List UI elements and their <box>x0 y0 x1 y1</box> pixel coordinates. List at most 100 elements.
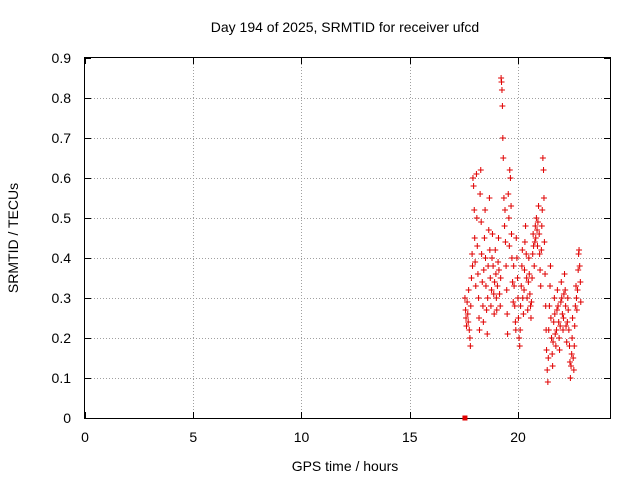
data-point <box>563 323 570 329</box>
data-point <box>489 231 496 237</box>
data-point <box>489 255 496 261</box>
data-point <box>560 291 567 297</box>
data-point <box>528 299 535 305</box>
data-point <box>508 231 515 237</box>
data-point <box>465 287 472 293</box>
data-point <box>544 367 551 373</box>
data-point <box>547 263 554 269</box>
chart-title: Day 194 of 2025, SRMTID for receiver ufc… <box>211 19 479 35</box>
y-tick-label: 0.4 <box>52 250 72 266</box>
data-point <box>506 167 513 173</box>
data-point <box>536 231 543 237</box>
data-point <box>523 275 530 281</box>
data-point <box>509 279 516 285</box>
data-point <box>516 343 523 349</box>
data-point <box>511 303 518 309</box>
grid-lines <box>85 58 610 418</box>
data-point <box>552 331 559 337</box>
data-point <box>571 343 578 349</box>
data-point <box>507 175 514 181</box>
data-point <box>570 355 577 361</box>
data-point <box>462 307 469 313</box>
data-point <box>562 303 569 309</box>
data-point <box>568 351 575 357</box>
data-point <box>525 279 532 285</box>
x-axis-label: GPS time / hours <box>292 458 399 474</box>
data-point <box>499 135 506 141</box>
data-point <box>577 299 584 305</box>
data-point <box>491 279 498 285</box>
data-point <box>522 223 529 229</box>
data-point <box>510 263 517 269</box>
data-point <box>467 343 474 349</box>
data-point <box>472 259 479 265</box>
data-point <box>521 239 528 245</box>
data-point <box>512 319 519 325</box>
data-point <box>534 219 541 225</box>
data-point <box>473 171 480 177</box>
data-point <box>569 335 576 341</box>
data-point <box>551 311 558 317</box>
data-point <box>510 299 517 305</box>
y-tick-label: 0.9 <box>52 50 72 66</box>
data-point <box>492 247 499 253</box>
data-point <box>466 327 473 333</box>
y-tick-label: 0.8 <box>52 90 72 106</box>
data-point <box>560 315 567 321</box>
data-point <box>492 271 499 277</box>
data-point <box>576 263 583 269</box>
x-tick-label: 5 <box>189 429 197 445</box>
data-point <box>472 283 479 289</box>
data-point <box>469 175 476 181</box>
data-point <box>499 103 506 109</box>
data-point <box>500 155 507 161</box>
data-point <box>526 291 533 297</box>
data-point <box>485 227 492 233</box>
data-point <box>477 191 484 197</box>
data-point <box>564 295 571 301</box>
data-point <box>495 235 502 241</box>
axis-ticks <box>85 58 610 419</box>
data-point <box>482 283 489 289</box>
data-point <box>529 251 536 257</box>
data-point <box>550 339 557 345</box>
data-point <box>497 303 504 309</box>
data-point <box>467 303 474 309</box>
y-tick-label: 0.2 <box>52 330 72 346</box>
data-point <box>463 323 470 329</box>
data-point <box>469 263 476 269</box>
data-point <box>531 263 538 269</box>
data-point <box>514 275 521 281</box>
data-point <box>505 215 512 221</box>
data-point <box>531 239 538 245</box>
data-point <box>535 203 542 209</box>
x-tick-label: 10 <box>294 429 310 445</box>
data-point <box>549 351 556 357</box>
data-point <box>505 191 512 197</box>
data-point <box>573 283 580 289</box>
data-point <box>540 195 547 201</box>
data-points <box>461 75 584 385</box>
data-point <box>521 267 528 273</box>
data-point <box>565 307 572 313</box>
data-point <box>482 255 489 261</box>
data-point <box>488 287 495 293</box>
y-tick-label: 0.7 <box>52 130 72 146</box>
data-point <box>561 271 568 277</box>
data-point <box>513 235 520 241</box>
data-point <box>474 243 481 249</box>
data-point <box>508 203 515 209</box>
data-point <box>478 219 485 225</box>
y-tick-label: 0.3 <box>52 290 72 306</box>
data-point <box>503 287 510 293</box>
data-point <box>482 207 489 213</box>
data-point <box>516 335 523 341</box>
data-point <box>469 251 476 257</box>
data-point <box>480 319 487 325</box>
data-point <box>538 247 545 253</box>
data-point <box>504 331 511 337</box>
data-point <box>517 303 524 309</box>
data-point <box>562 287 569 293</box>
data-point <box>515 315 522 321</box>
